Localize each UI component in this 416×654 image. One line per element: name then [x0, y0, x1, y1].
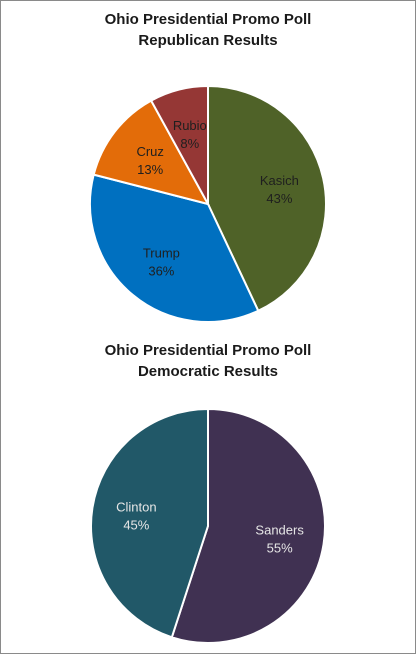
chart-title-line-1: Ohio Presidential Promo Poll: [104, 11, 312, 28]
slice-value-label: 43%: [266, 191, 292, 206]
chart-title-democratic: Ohio Presidential Promo Poll Democratic …: [0, 340, 416, 382]
slice-label-cruz: Cruz 13%: [136, 144, 163, 177]
pie-slice-rubio: [149, 84, 209, 205]
pie-slice-clinton: [90, 407, 209, 639]
slice-category-label: Cruz: [136, 144, 163, 159]
pie-slice-cruz: [92, 99, 210, 206]
slice-label-trump: Trump 36%: [143, 245, 180, 278]
slice-category-label: Kasich: [260, 173, 299, 188]
pie-chart-democratic: Sanders 55% Clinton 45%: [90, 407, 326, 644]
pie-slice-trump: [89, 173, 260, 323]
slice-label-rubio: Rubio 8%: [173, 118, 207, 151]
chart-title-line-1: Ohio Presidential Promo Poll: [104, 342, 312, 359]
slice-value-label: 45%: [123, 518, 149, 533]
pie-chart-republican: Kasich 43% Trump 36% Cruz 13% Rubio 8%: [89, 84, 327, 323]
slice-label-clinton: Clinton 45%: [116, 500, 156, 533]
chart-title-line-2: Democratic Results: [137, 363, 279, 380]
slice-value-label: 55%: [267, 540, 293, 555]
chart-title-line-2: Republican Results: [138, 32, 278, 49]
slice-label-sanders: Sanders 55%: [255, 522, 304, 555]
pie-slice-sanders: [170, 407, 326, 644]
pie-slice-kasich: [207, 84, 327, 313]
slice-category-label: Trump: [143, 245, 180, 260]
slice-category-label: Sanders: [255, 522, 304, 537]
slice-category-label: Clinton: [116, 500, 156, 515]
slice-value-label: 13%: [137, 162, 163, 177]
chart-title-republican: Ohio Presidential Promo Poll Republican …: [0, 9, 416, 51]
slice-value-label: 36%: [148, 263, 174, 278]
slice-label-kasich: Kasich 43%: [260, 173, 299, 206]
slice-value-label: 8%: [180, 136, 199, 151]
slice-category-label: Rubio: [173, 118, 207, 133]
